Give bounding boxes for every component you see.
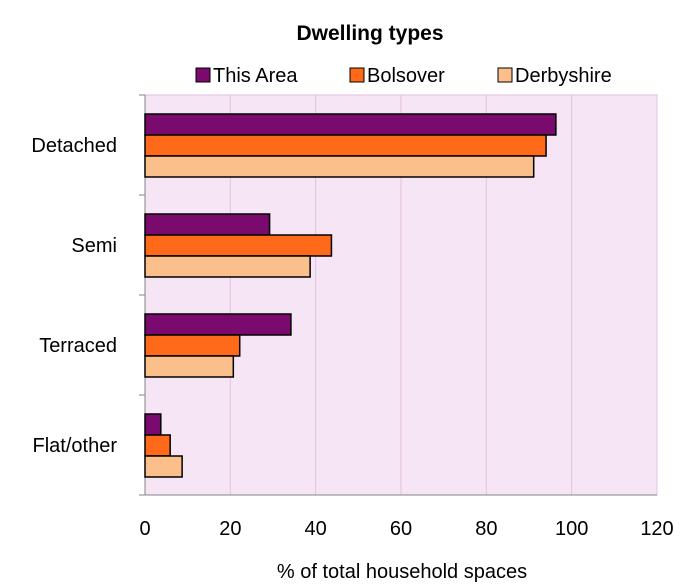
x-axis-label: % of total household spaces <box>277 561 527 583</box>
legend-label: Bolsover <box>367 65 445 87</box>
bar-this-area-flat-other <box>144 413 162 436</box>
bar-this-area-semi <box>144 213 271 236</box>
bar-this-area-terraced <box>144 313 292 336</box>
x-tick-label: 20 <box>219 518 241 540</box>
tick-labels: 0 20 40 60 80 100 120 Detached Semi Terraced Flat/… <box>31 135 673 540</box>
y-category-label: Flat/other <box>33 435 118 457</box>
bar-derbyshire-semi <box>144 255 311 278</box>
legend-swatch <box>195 67 211 83</box>
bar-bolsover-semi <box>144 234 333 257</box>
y-category-label: Terraced <box>39 335 117 357</box>
legend-item: Bolsover <box>349 65 445 87</box>
y-category-label: Semi <box>71 235 117 257</box>
bar-this-area-detached <box>144 113 557 136</box>
legend-swatch <box>497 67 513 83</box>
bar-derbyshire-terraced <box>144 355 235 378</box>
x-tick-label: 0 <box>139 518 150 540</box>
bar-derbyshire-flat-other <box>144 455 183 478</box>
bar-bolsover-terraced <box>144 334 241 357</box>
legend: This Area Bolsover Derbyshire <box>195 65 612 87</box>
legend-item: This Area <box>195 65 298 87</box>
legend-label: Derbyshire <box>515 65 612 87</box>
x-tick-label: 100 <box>555 518 588 540</box>
bar-derbyshire-detached <box>144 155 535 178</box>
legend-swatch <box>349 67 365 83</box>
y-category-label: Detached <box>31 135 117 157</box>
x-tick-label: 120 <box>640 518 673 540</box>
x-tick-label: 40 <box>305 518 327 540</box>
bar-bolsover-flat-other <box>144 434 171 457</box>
bar-bolsover-detached <box>144 134 547 157</box>
bars <box>144 113 557 478</box>
x-tick-label: 80 <box>475 518 497 540</box>
legend-label: This Area <box>213 65 298 87</box>
chart-title: Dwelling types <box>296 22 443 45</box>
x-tick-label: 60 <box>390 518 412 540</box>
legend-item: Derbyshire <box>497 65 612 87</box>
